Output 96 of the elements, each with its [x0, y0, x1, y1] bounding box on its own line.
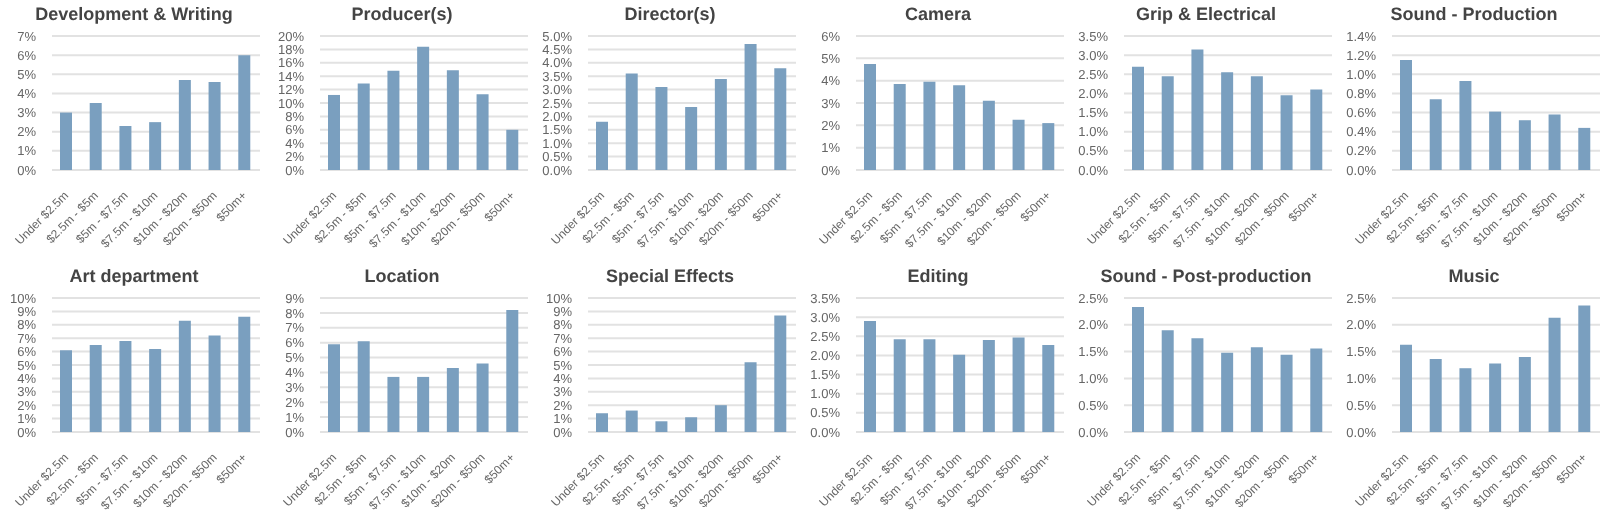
bar	[417, 376, 430, 432]
bar	[1132, 307, 1144, 432]
bar	[89, 344, 102, 432]
bar	[1221, 72, 1234, 170]
bar	[178, 80, 191, 170]
bar	[1578, 305, 1591, 432]
bar	[446, 367, 459, 432]
bar	[1132, 66, 1144, 170]
chart-title: Sound - Production	[1388, 2, 1560, 28]
bar	[1429, 99, 1442, 170]
bar	[357, 341, 370, 432]
bar	[714, 78, 727, 170]
bar	[1191, 338, 1204, 432]
bar	[1548, 114, 1561, 170]
bar	[1161, 76, 1174, 170]
bar	[387, 70, 400, 170]
bar	[1400, 59, 1412, 170]
bar	[446, 70, 459, 170]
bar	[208, 81, 221, 170]
bar	[1459, 80, 1472, 170]
bar	[864, 63, 876, 170]
chart-title: Director(s)	[622, 2, 718, 28]
chart-title: Grip & Electrical	[1133, 2, 1279, 28]
chart-title: Special Effects	[603, 264, 737, 290]
bar	[1250, 347, 1263, 432]
bar	[1518, 120, 1531, 170]
bar	[744, 362, 757, 432]
chart-title: Camera	[902, 2, 974, 28]
bar	[387, 376, 400, 432]
bar	[685, 417, 698, 432]
bar	[328, 344, 340, 432]
chart-title: Art department	[67, 264, 201, 290]
bar	[238, 316, 251, 432]
chart-title: Producer(s)	[349, 2, 455, 28]
bar	[506, 129, 519, 170]
chart-title: Development & Writing	[33, 2, 235, 28]
chart-title: Editing	[905, 264, 971, 290]
bar	[1310, 89, 1323, 170]
bar	[1489, 363, 1502, 432]
bar	[655, 421, 668, 432]
bar	[1518, 356, 1531, 432]
bar	[149, 348, 162, 432]
bar	[774, 68, 787, 170]
bar	[953, 354, 966, 432]
bar	[119, 340, 132, 432]
bar	[1280, 354, 1293, 432]
bar	[60, 350, 72, 432]
bar	[60, 112, 72, 170]
bar	[417, 46, 430, 170]
bar	[1012, 119, 1025, 170]
bar	[1429, 359, 1442, 432]
bar	[1578, 127, 1591, 170]
bar	[625, 410, 638, 432]
bar	[893, 84, 906, 170]
bar	[923, 339, 936, 432]
bar	[1221, 352, 1234, 432]
bar	[1250, 76, 1263, 170]
chart-title: Sound - Post-production	[1098, 264, 1314, 290]
bar	[1280, 95, 1293, 170]
bar	[476, 363, 489, 432]
bar	[1310, 348, 1323, 432]
bar	[685, 107, 698, 170]
bar	[596, 121, 608, 170]
bar	[982, 100, 995, 170]
bar	[864, 320, 876, 432]
bar	[1161, 330, 1174, 432]
bar	[655, 86, 668, 170]
bar	[1400, 344, 1412, 432]
bar	[1191, 49, 1204, 170]
bar	[208, 335, 221, 432]
bar	[1012, 337, 1025, 432]
bar	[982, 340, 995, 432]
bar	[1548, 317, 1561, 432]
bar	[149, 122, 162, 170]
chart-title: Music	[1446, 264, 1502, 290]
bar	[238, 55, 251, 170]
chart-title: Location	[362, 264, 442, 290]
bar	[506, 309, 519, 432]
bar	[714, 405, 727, 432]
bar	[625, 73, 638, 170]
bar	[119, 125, 132, 170]
bar	[178, 320, 191, 432]
bar	[774, 315, 787, 432]
bar	[923, 81, 936, 170]
bar	[1042, 123, 1055, 170]
bar	[1459, 368, 1472, 432]
bar	[596, 413, 608, 432]
bar	[328, 94, 340, 170]
bar	[89, 103, 102, 170]
bar	[1489, 111, 1502, 170]
bar	[357, 83, 370, 170]
bar	[476, 94, 489, 170]
bar	[744, 44, 757, 170]
bar	[953, 85, 966, 170]
bar	[1042, 345, 1055, 432]
bar	[893, 339, 906, 432]
